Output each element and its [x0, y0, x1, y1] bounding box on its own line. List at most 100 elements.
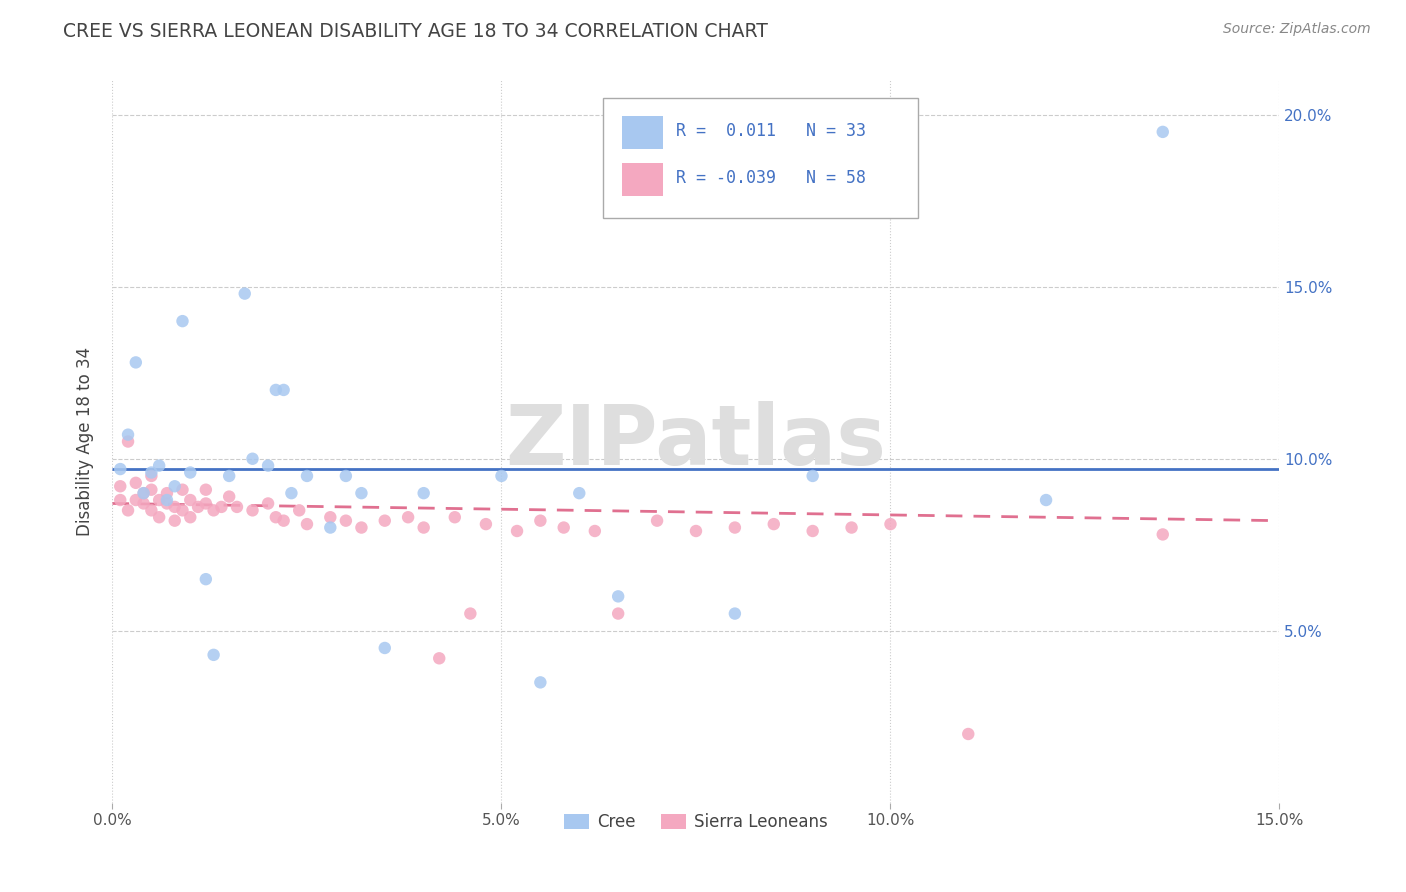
- Point: [412, 520, 434, 534]
- Point: [280, 486, 302, 500]
- Point: [374, 514, 396, 528]
- Point: [179, 510, 201, 524]
- Point: [801, 469, 824, 483]
- Point: [295, 517, 318, 532]
- Point: [1152, 527, 1174, 541]
- Point: [226, 500, 249, 514]
- Point: [179, 466, 201, 480]
- Y-axis label: Disability Age 18 to 34: Disability Age 18 to 34: [76, 347, 94, 536]
- Point: [172, 483, 194, 497]
- Point: [132, 486, 155, 500]
- Point: [163, 479, 186, 493]
- Point: [110, 493, 132, 508]
- Point: [218, 490, 240, 504]
- Point: [242, 503, 264, 517]
- Point: [209, 500, 232, 514]
- Point: [685, 524, 707, 538]
- Point: [427, 651, 450, 665]
- Point: [801, 524, 824, 538]
- Point: [319, 510, 342, 524]
- Point: [148, 458, 170, 473]
- FancyBboxPatch shape: [603, 98, 918, 218]
- Point: [335, 469, 357, 483]
- Point: [374, 640, 396, 655]
- Point: [335, 514, 357, 528]
- FancyBboxPatch shape: [623, 163, 664, 196]
- Point: [110, 462, 132, 476]
- Point: [1035, 493, 1057, 508]
- Point: [762, 517, 785, 532]
- Point: [117, 434, 139, 449]
- Point: [163, 514, 186, 528]
- Point: [295, 469, 318, 483]
- Point: [202, 648, 225, 662]
- Point: [172, 314, 194, 328]
- Point: [607, 590, 630, 604]
- Point: [475, 517, 498, 532]
- Point: [163, 500, 186, 514]
- FancyBboxPatch shape: [623, 116, 664, 149]
- Point: [194, 572, 217, 586]
- Point: [1152, 125, 1174, 139]
- Text: ZIPatlas: ZIPatlas: [506, 401, 886, 482]
- Point: [148, 510, 170, 524]
- Point: [350, 520, 373, 534]
- Point: [350, 486, 373, 500]
- Point: [460, 607, 482, 621]
- Point: [233, 286, 256, 301]
- Point: [273, 514, 295, 528]
- Point: [396, 510, 419, 524]
- Point: [141, 469, 163, 483]
- Point: [156, 493, 179, 508]
- Point: [125, 355, 148, 369]
- Text: R =  0.011   N = 33: R = 0.011 N = 33: [676, 122, 866, 140]
- Point: [141, 466, 163, 480]
- Point: [257, 496, 280, 510]
- Point: [187, 500, 209, 514]
- Point: [148, 493, 170, 508]
- Point: [724, 607, 747, 621]
- Point: [529, 675, 551, 690]
- Point: [117, 427, 139, 442]
- Point: [273, 383, 295, 397]
- Point: [218, 469, 240, 483]
- Point: [506, 524, 529, 538]
- Point: [132, 496, 155, 510]
- Point: [172, 503, 194, 517]
- Point: [125, 475, 148, 490]
- Point: [724, 520, 747, 534]
- Point: [264, 383, 287, 397]
- Legend: Cree, Sierra Leoneans: Cree, Sierra Leoneans: [557, 806, 835, 838]
- Point: [141, 483, 163, 497]
- Point: [156, 486, 179, 500]
- Point: [583, 524, 606, 538]
- Point: [179, 493, 201, 508]
- Point: [194, 483, 217, 497]
- Point: [529, 514, 551, 528]
- Point: [957, 727, 980, 741]
- Point: [194, 496, 217, 510]
- Point: [264, 510, 287, 524]
- Point: [443, 510, 465, 524]
- Point: [110, 479, 132, 493]
- Point: [132, 486, 155, 500]
- Point: [879, 517, 901, 532]
- Point: [125, 493, 148, 508]
- Text: R = -0.039   N = 58: R = -0.039 N = 58: [676, 169, 866, 186]
- Point: [568, 486, 591, 500]
- Point: [607, 607, 630, 621]
- Point: [553, 520, 575, 534]
- Point: [412, 486, 434, 500]
- Point: [841, 520, 863, 534]
- Text: CREE VS SIERRA LEONEAN DISABILITY AGE 18 TO 34 CORRELATION CHART: CREE VS SIERRA LEONEAN DISABILITY AGE 18…: [63, 22, 768, 41]
- Point: [645, 514, 668, 528]
- Point: [156, 496, 179, 510]
- Point: [202, 503, 225, 517]
- Point: [288, 503, 311, 517]
- Point: [242, 451, 264, 466]
- Text: Source: ZipAtlas.com: Source: ZipAtlas.com: [1223, 22, 1371, 37]
- Point: [257, 458, 280, 473]
- Point: [319, 520, 342, 534]
- Point: [117, 503, 139, 517]
- Point: [491, 469, 513, 483]
